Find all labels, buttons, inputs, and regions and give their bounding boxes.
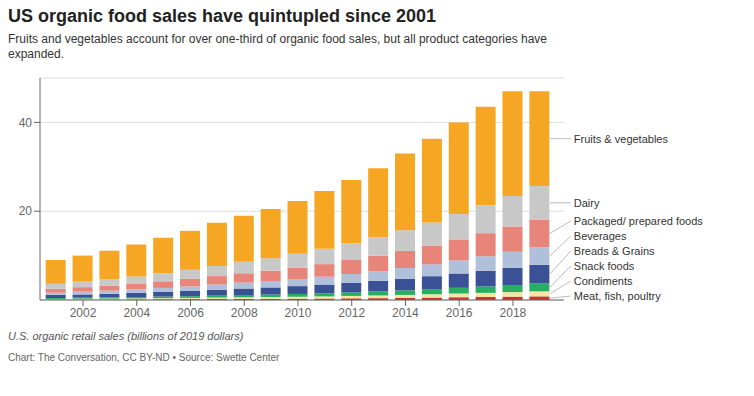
html-text:Chart: The Conversation, CC BY: Chart: The Conversation, CC BY-ND • Sour…: [8, 352, 280, 363]
svg-text:40: 40: [19, 116, 33, 130]
svg-text:2006: 2006: [177, 306, 204, 320]
svg-text:Beverages: Beverages: [574, 230, 627, 242]
svg-text:Breads & Grains: Breads & Grains: [574, 245, 655, 257]
svg-text:2016: 2016: [446, 306, 473, 320]
svg-text:Fruits & vegetables: Fruits & vegetables: [574, 133, 669, 145]
svg-text:20: 20: [19, 204, 33, 218]
svg-text:2002: 2002: [70, 306, 97, 320]
html-text:US organic food sales have qui: US organic food sales have quintupled si…: [8, 6, 437, 26]
svg-text:Condiments: Condiments: [574, 275, 633, 287]
svg-text:2012: 2012: [338, 306, 365, 320]
html-text:Fruits and vegetables account: Fruits and vegetables account for over o…: [8, 32, 547, 61]
svg-text:2008: 2008: [231, 306, 258, 320]
svg-text:2004: 2004: [123, 306, 150, 320]
svg-text:2010: 2010: [285, 306, 312, 320]
svg-text:2014: 2014: [392, 306, 419, 320]
html-text:U.S. organic retail sales (bil: U.S. organic retail sales (billions of 2…: [8, 330, 244, 342]
svg-text:2018: 2018: [500, 306, 527, 320]
svg-text:Packaged/ prepared foods: Packaged/ prepared foods: [574, 215, 704, 227]
svg-text:Dairy: Dairy: [574, 197, 600, 209]
svg-text:Meat, fish, poultry: Meat, fish, poultry: [574, 290, 661, 302]
svg-text:Snack foods: Snack foods: [574, 260, 635, 272]
